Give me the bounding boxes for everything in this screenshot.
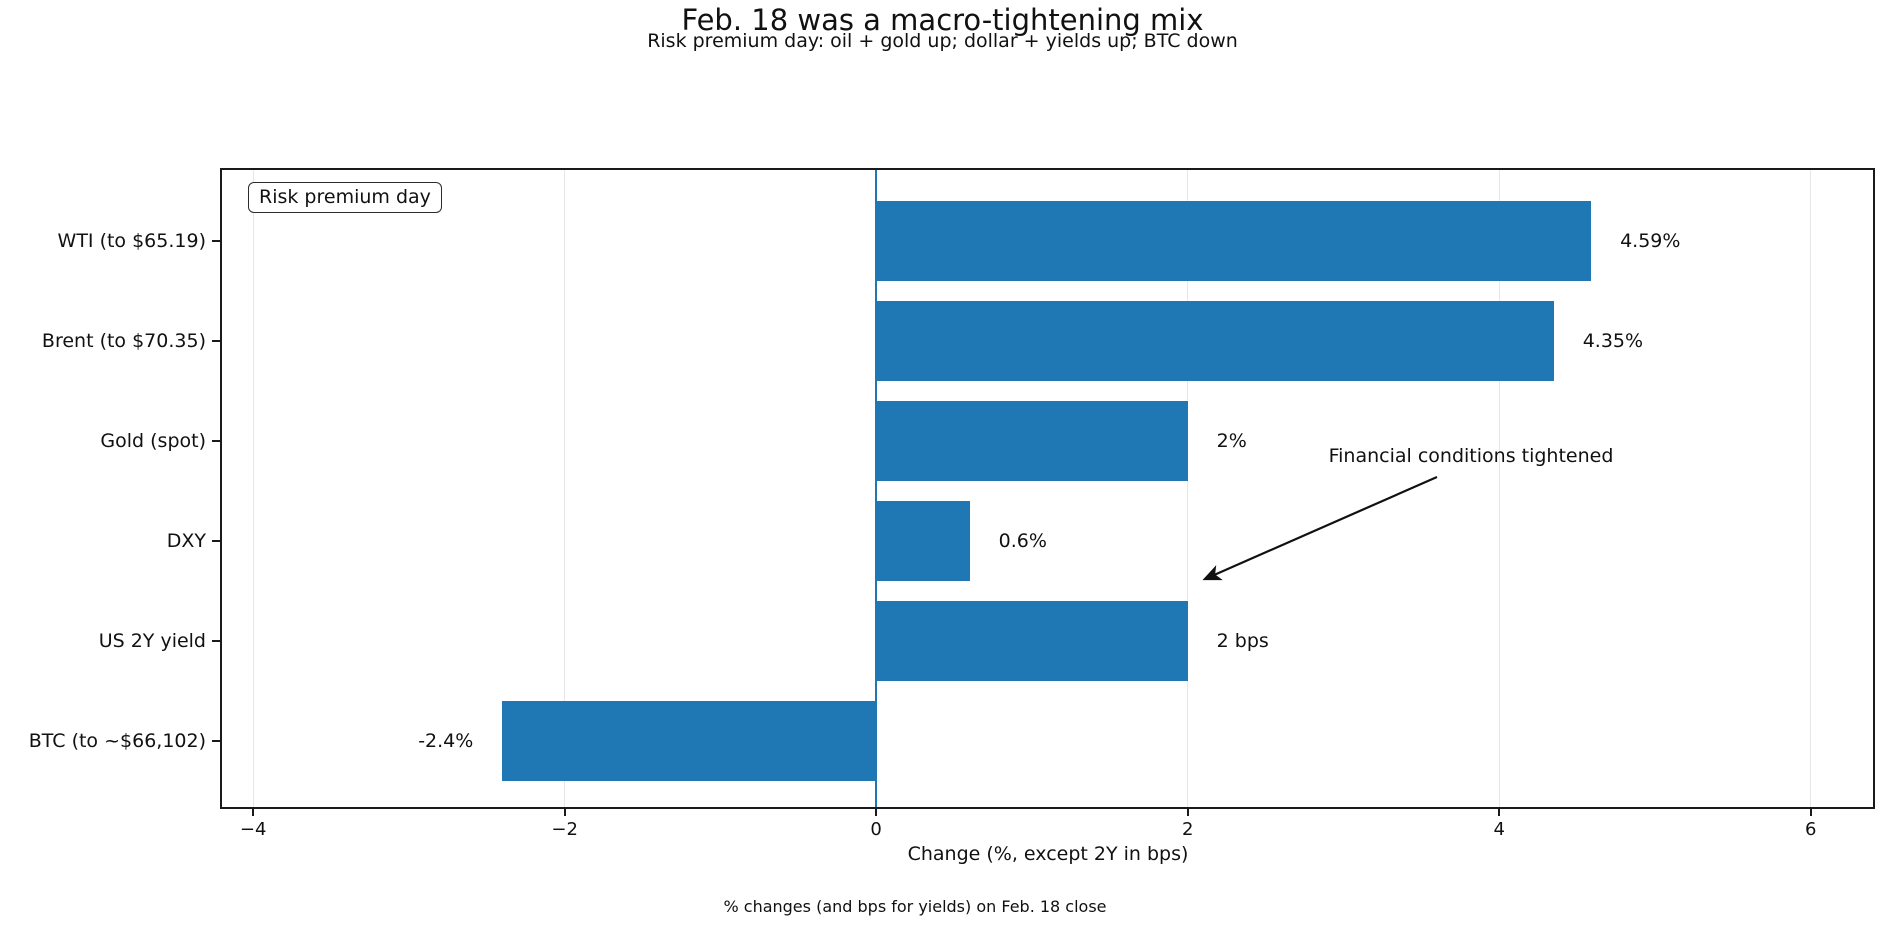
- chart-subtitle: Risk premium day: oil + gold up; dollar …: [647, 30, 1238, 52]
- y-tick-label: DXY: [166, 530, 206, 552]
- x-axis-label: Change (%, except 2Y in bps): [907, 843, 1189, 865]
- gridline: [564, 170, 566, 807]
- chart-title: Feb. 18 was a macro-tightening mix: [681, 3, 1204, 37]
- plot-area: 4.59% 4.35% 2% 0.6% 2 bps -2.4% Risk premium …: [220, 168, 1875, 809]
- gridline: [1498, 170, 1500, 807]
- bar: [876, 601, 1188, 681]
- bar: [876, 201, 1592, 281]
- y-tick-label: WTI (to $65.19): [57, 230, 206, 252]
- bar: [876, 401, 1188, 481]
- bar-value-label: 0.6%: [998, 530, 1047, 552]
- x-tick-mark: [1498, 807, 1501, 816]
- y-tick-label: Gold (spot): [100, 430, 206, 452]
- bar-value-label: -2.4%: [418, 730, 474, 752]
- x-tick-label: −4: [239, 819, 267, 840]
- bar: [502, 701, 877, 781]
- x-tick-label: −2: [551, 819, 578, 840]
- bar: [876, 501, 970, 581]
- x-tick-label: 2: [1181, 819, 1194, 840]
- gridline: [1810, 170, 1812, 807]
- y-tick-label: Brent (to $70.35): [41, 330, 206, 352]
- x-tick-mark: [252, 807, 255, 816]
- bar-value-label: 4.59%: [1620, 230, 1681, 252]
- legend-box: Risk premium day: [248, 182, 442, 213]
- y-tick-label: US 2Y yield: [98, 630, 206, 652]
- gridline: [1187, 170, 1189, 807]
- x-tick-label: 6: [1804, 819, 1817, 840]
- annotation-text: Financial conditions tightened: [1328, 445, 1614, 467]
- x-tick-mark: [1809, 807, 1812, 816]
- y-tick-mark: [212, 240, 221, 242]
- bar-value-label: 2%: [1216, 430, 1247, 452]
- bar-value-label: 4.35%: [1582, 330, 1644, 352]
- y-tick-mark: [212, 340, 221, 342]
- y-tick-mark: [212, 540, 221, 542]
- x-tick-label: 0: [870, 819, 882, 840]
- footer-note: % changes (and bps for yields) on Feb. 1…: [723, 897, 1107, 916]
- zero-line: [875, 170, 878, 807]
- y-tick-mark: [212, 740, 221, 742]
- y-tick-mark: [212, 640, 221, 642]
- x-tick-mark: [875, 807, 878, 816]
- legend-label: Risk premium day: [259, 186, 431, 208]
- y-tick-mark: [212, 440, 221, 442]
- bar: [876, 301, 1554, 381]
- x-tick-mark: [563, 807, 566, 816]
- x-tick-mark: [1186, 807, 1189, 816]
- bar-value-label: 2 bps: [1216, 630, 1269, 652]
- x-tick-label: 4: [1493, 819, 1505, 840]
- gridline: [252, 170, 254, 807]
- y-tick-label: BTC (to ~$66,102): [28, 730, 206, 752]
